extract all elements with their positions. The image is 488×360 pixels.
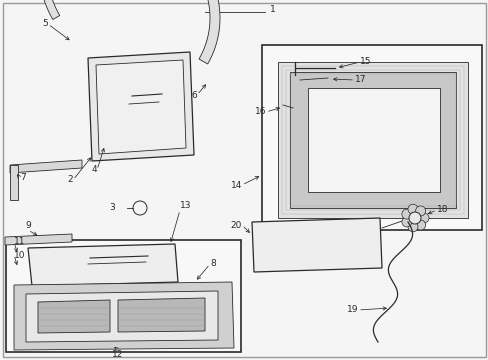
Circle shape [401, 209, 411, 219]
Circle shape [418, 213, 428, 223]
Circle shape [401, 217, 411, 227]
Polygon shape [307, 88, 439, 192]
Text: 6: 6 [191, 90, 197, 99]
Polygon shape [251, 218, 381, 272]
Text: 14: 14 [230, 180, 242, 189]
Polygon shape [88, 52, 194, 161]
Polygon shape [38, 300, 110, 333]
Polygon shape [39, 0, 60, 19]
Text: 18: 18 [436, 206, 447, 215]
Circle shape [407, 204, 417, 214]
Circle shape [415, 220, 425, 230]
Polygon shape [28, 244, 178, 286]
Polygon shape [181, 0, 220, 64]
Polygon shape [14, 282, 234, 350]
Text: 7: 7 [20, 174, 26, 183]
Text: 2: 2 [67, 175, 73, 184]
Polygon shape [5, 234, 72, 245]
Bar [6, 240, 241, 352]
Polygon shape [278, 62, 467, 218]
Text: 19: 19 [346, 306, 357, 315]
Text: 11: 11 [14, 238, 25, 247]
Circle shape [408, 212, 420, 224]
Text: 13: 13 [180, 201, 191, 210]
Text: 12: 12 [112, 350, 123, 359]
Bar [262, 45, 481, 230]
Polygon shape [118, 298, 204, 332]
Polygon shape [289, 72, 455, 208]
Text: 15: 15 [359, 58, 371, 67]
Text: 5: 5 [42, 19, 48, 28]
Text: 10: 10 [14, 251, 25, 260]
Text: 17: 17 [354, 76, 366, 85]
Text: 20: 20 [230, 220, 242, 230]
Polygon shape [96, 60, 185, 154]
Circle shape [407, 222, 417, 232]
Circle shape [415, 206, 425, 216]
Text: 4: 4 [91, 166, 97, 175]
Polygon shape [10, 165, 18, 200]
Text: 3: 3 [109, 203, 115, 212]
Text: 9: 9 [25, 221, 31, 230]
Polygon shape [26, 291, 218, 342]
Text: 16: 16 [254, 108, 265, 117]
Text: 1: 1 [269, 5, 275, 14]
Polygon shape [10, 160, 82, 173]
Text: 8: 8 [209, 260, 215, 269]
